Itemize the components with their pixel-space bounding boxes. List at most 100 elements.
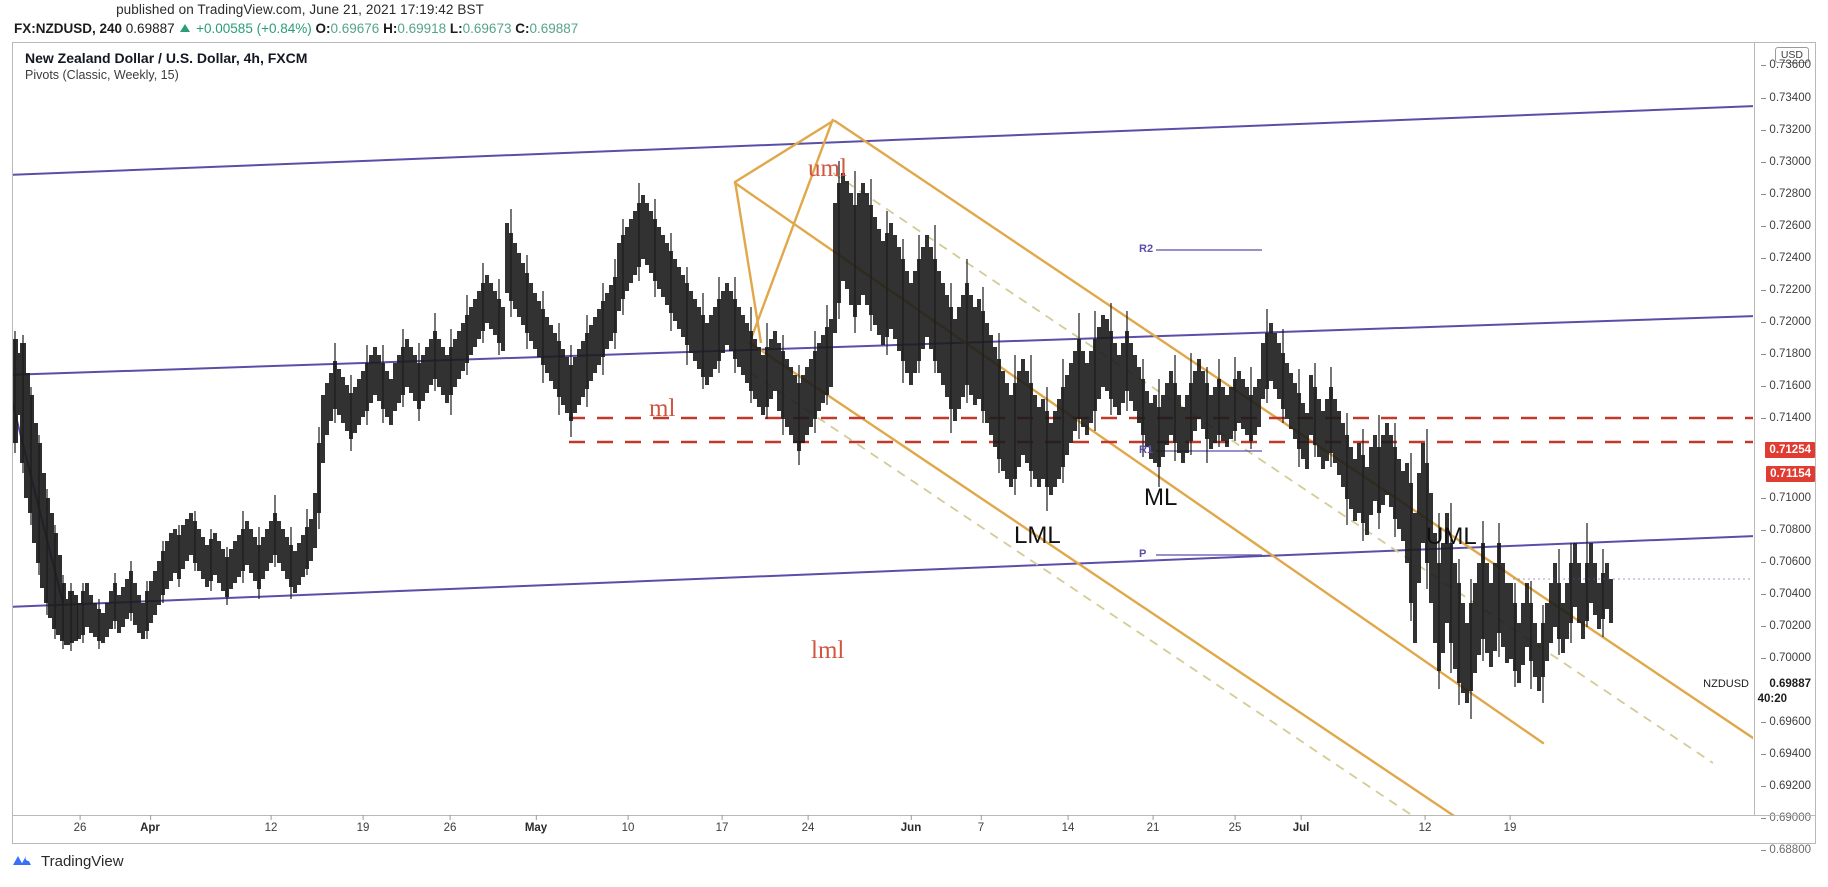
- chart-frame: New Zealand Dollar / U.S. Dollar, 4h, FX…: [12, 42, 1816, 856]
- price-tick: 0.72600: [1761, 220, 1811, 232]
- time-tick: 26: [73, 815, 87, 834]
- candle-group-18: [1309, 363, 1357, 525]
- low-key: L:: [449, 21, 463, 36]
- candle-group-22: [1509, 549, 1565, 703]
- price-tick: 0.72000: [1761, 316, 1811, 328]
- last-price-axis-label: 0.69887: [1769, 678, 1811, 690]
- price-tick: 0.73000: [1761, 156, 1811, 168]
- candle-group-8: [697, 277, 777, 419]
- pitchfork-ML-line: [748, 341, 1455, 815]
- candle-group-4: [313, 343, 393, 548]
- time-tick: May: [524, 815, 548, 834]
- time-tick: 7: [977, 815, 985, 834]
- alert-price-badge-upper[interactable]: 0.71254: [1765, 442, 1815, 458]
- time-tick: 19: [1503, 815, 1517, 834]
- time-tick: Jun: [900, 815, 922, 834]
- pitchfork-up-upper: [733, 180, 763, 344]
- candle-group-6: [505, 209, 617, 437]
- candlestick-series: [13, 161, 1613, 719]
- time-tick: Jul: [1292, 815, 1310, 834]
- price-tick: 0.71800: [1761, 348, 1811, 360]
- candle-group-11: [913, 225, 977, 433]
- open-key: O:: [315, 21, 331, 36]
- time-tick: 14: [1061, 815, 1075, 834]
- last-price-symbol-tag: NZDUSD: [1703, 678, 1749, 690]
- price-tick: 0.70800: [1761, 524, 1811, 536]
- price-tick: 0.68800: [1761, 844, 1811, 856]
- pitchfork-handle: [733, 119, 835, 184]
- candle-group-21: [1453, 521, 1509, 719]
- time-tick: 25: [1228, 815, 1242, 834]
- price-tick: 0.70000: [1761, 652, 1811, 664]
- channel-uml-line: [13, 105, 1753, 176]
- candle-group-14: [1105, 303, 1153, 459]
- price-tick: 0.73600: [1761, 59, 1811, 71]
- change-label: +0.00585 (+0.84%): [196, 21, 312, 36]
- candle-group-23: [1565, 523, 1613, 643]
- close-value: 0.69887: [529, 21, 579, 36]
- last-price-label: 0.69887: [125, 21, 175, 36]
- price-tick: 0.72400: [1761, 252, 1811, 264]
- chart-canvas: [13, 105, 1753, 815]
- chart-legend: New Zealand Dollar / U.S. Dollar, 4h, FX…: [25, 49, 307, 84]
- price-tick: 0.69400: [1761, 748, 1811, 760]
- candle-group-9: [777, 305, 833, 465]
- candle-group-10: [833, 161, 913, 385]
- candle-group-1: [13, 331, 78, 651]
- arrow-up-icon: [180, 24, 191, 32]
- price-axis[interactable]: USD 0.73600 0.73400 0.73200 0.73000 0.72…: [1703, 43, 1815, 856]
- publish-bar: published on TradingView.com, June 21, 2…: [0, 0, 1828, 42]
- study-legend[interactable]: Pivots (Classic, Weekly, 15): [25, 68, 179, 82]
- price-tick: 0.71600: [1761, 380, 1811, 392]
- footer: TradingView: [12, 852, 124, 870]
- price-tick: 0.70600: [1761, 556, 1811, 568]
- time-tick: 17: [715, 815, 729, 834]
- candle-group-3: [237, 495, 313, 599]
- channel-lml-line: [13, 535, 1753, 608]
- price-tick: 0.72200: [1761, 284, 1811, 296]
- time-tick: 10: [621, 815, 635, 834]
- bar-countdown-label: 40:20: [1757, 693, 1787, 705]
- price-tick: 0.69600: [1761, 716, 1811, 728]
- price-tick: 0.69200: [1761, 780, 1811, 792]
- chart-title: New Zealand Dollar / U.S. Dollar, 4h, FX…: [25, 50, 308, 66]
- pitchfork-dashed-inner-1: [832, 172, 1714, 764]
- candle-group-16: [1213, 357, 1261, 449]
- close-key: C:: [515, 21, 530, 36]
- candle-group-17: [1261, 309, 1309, 469]
- candle-group-2: [77, 511, 237, 649]
- pitchfork-dashed-inner-2: [750, 372, 1414, 815]
- price-tick: 0.70400: [1761, 588, 1811, 600]
- price-tick: 0.73400: [1761, 92, 1811, 104]
- price-tick: 0.70200: [1761, 620, 1811, 632]
- time-tick: 12: [264, 815, 278, 834]
- symbol-label[interactable]: FX:NZDUSD, 240: [14, 21, 123, 36]
- pitchfork-up-median: [749, 118, 835, 340]
- candle-group-15: [1153, 353, 1213, 487]
- time-tick: 21: [1146, 815, 1160, 834]
- candle-group-7: [617, 183, 697, 365]
- high-key: H:: [383, 21, 398, 36]
- plot-area[interactable]: New Zealand Dollar / U.S. Dollar, 4h, FX…: [13, 43, 1753, 815]
- open-value: 0.69676: [330, 21, 380, 36]
- published-caption: published on TradingView.com, June 21, 2…: [116, 2, 484, 17]
- candle-group-19: [1357, 415, 1405, 541]
- channel-ml-line: [13, 315, 1753, 376]
- tradingview-brand-label: TradingView: [41, 852, 124, 870]
- low-value: 0.69673: [462, 21, 512, 36]
- price-tick: 0.71000: [1761, 492, 1811, 504]
- pitchfork-down-group: [733, 119, 1753, 815]
- pivot-lines-group: [1156, 249, 1262, 556]
- time-tick: 24: [801, 815, 815, 834]
- price-tick: 0.73200: [1761, 124, 1811, 136]
- high-value: 0.69918: [397, 21, 447, 36]
- time-tick: 12: [1418, 815, 1432, 834]
- tradingview-logo-icon: [13, 855, 33, 867]
- time-axis[interactable]: 26 Apr 12 19 26 May 10 17 24 Jun 7 14 21…: [13, 815, 1815, 843]
- candle-group-20: [1405, 429, 1453, 689]
- alert-price-badge-lower[interactable]: 0.71154: [1766, 466, 1815, 482]
- candle-group-5: [393, 263, 505, 421]
- purple-channel-group: [13, 105, 1753, 608]
- price-tick: 0.72800: [1761, 188, 1811, 200]
- currency-badge[interactable]: USD: [1774, 47, 1809, 63]
